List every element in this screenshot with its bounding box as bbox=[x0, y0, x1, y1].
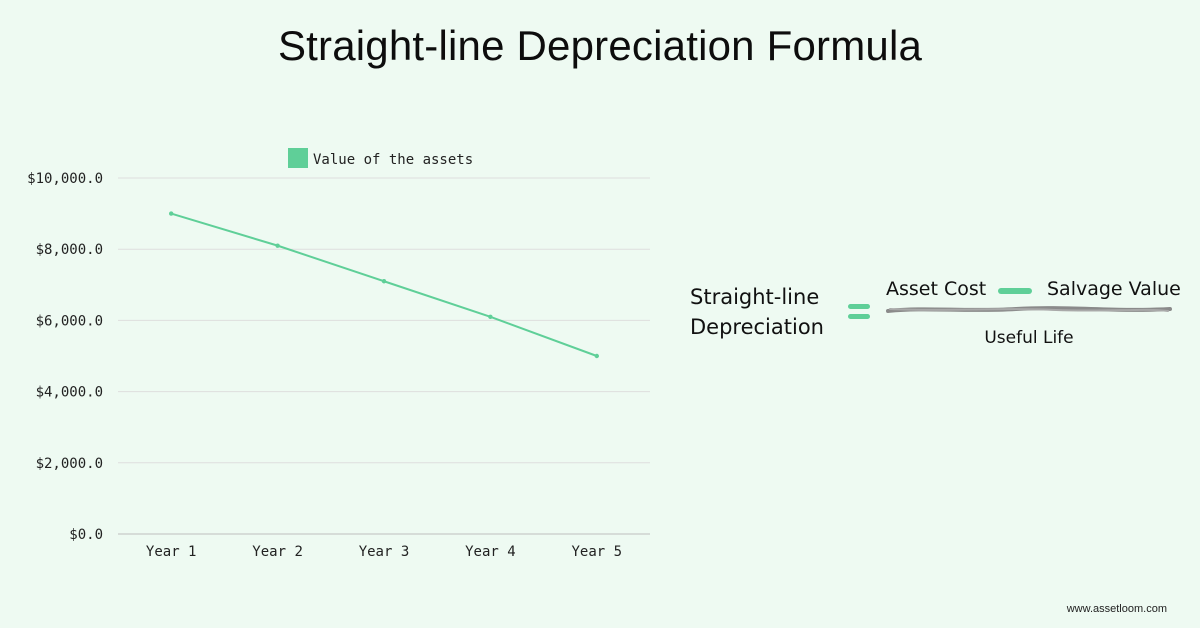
x-tick-label: Year 2 bbox=[252, 544, 303, 560]
data-point bbox=[169, 211, 174, 216]
minus-sign bbox=[998, 288, 1032, 294]
watermark: www.assetloom.com bbox=[1066, 603, 1167, 615]
formula-lhs-line1: Straight-line bbox=[690, 285, 820, 309]
formula-salvage-value: Salvage Value bbox=[1047, 278, 1181, 300]
x-tick-label: Year 4 bbox=[465, 544, 516, 560]
series-line bbox=[170, 212, 598, 357]
formula-useful-life: Useful Life bbox=[984, 328, 1074, 348]
fraction-bar bbox=[886, 306, 1172, 313]
x-tick-label: Year 5 bbox=[572, 544, 623, 560]
x-tick-label: Year 3 bbox=[359, 544, 410, 560]
legend-label: Value of the assets bbox=[313, 152, 473, 168]
data-point bbox=[488, 314, 493, 320]
data-point bbox=[381, 279, 387, 284]
formula-asset-cost: Asset Cost bbox=[886, 278, 987, 300]
y-tick-label: $0.0 bbox=[69, 527, 103, 543]
data-point bbox=[594, 353, 599, 359]
equals-sign bbox=[848, 304, 870, 320]
depreciation-formula: Straight-line Depreciation Asset Cost Sa… bbox=[690, 278, 1190, 358]
x-tick-label: Year 1 bbox=[146, 544, 197, 560]
line-chart: $0.0 $2,000.0 $4,000.0 $6,000.0 $8,000.0 $10,… bbox=[27, 148, 650, 560]
formula-lhs: Straight-line Depreciation bbox=[690, 282, 824, 342]
y-tick-label: $8,000.0 bbox=[36, 242, 103, 258]
legend-swatch bbox=[288, 148, 308, 168]
y-tick-label: $4,000.0 bbox=[36, 385, 103, 401]
page-title: Straight-line Depreciation Formula bbox=[277, 22, 923, 69]
formula-lhs-line2: Depreciation bbox=[690, 315, 824, 339]
y-tick-label: $6,000.0 bbox=[36, 313, 103, 329]
y-tick-label: $2,000.0 bbox=[36, 456, 103, 472]
data-point bbox=[275, 243, 280, 248]
y-tick-label: $10,000.0 bbox=[27, 171, 103, 187]
